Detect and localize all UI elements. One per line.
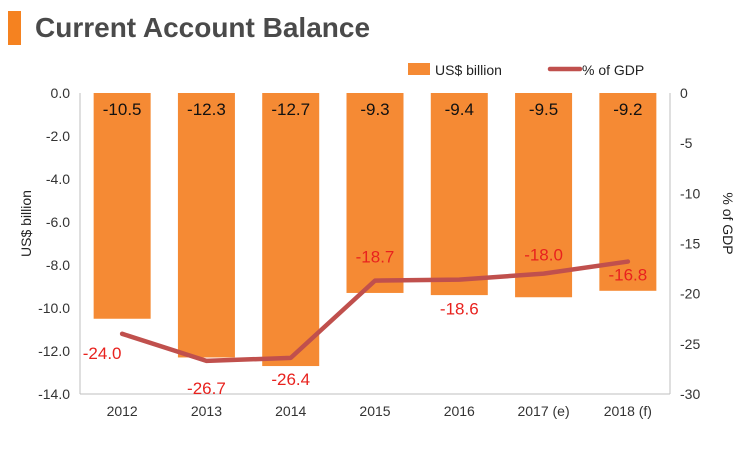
bar (515, 93, 573, 298)
chart-axes: 0.0 -2.0 -4.0 -6.0 -8.0 -10.0 -12.0 -14.0 0 -5 -10… (18, 85, 736, 419)
bar-value-label: -9.5 (529, 100, 558, 119)
bar-value-label: -12.7 (271, 100, 310, 119)
x-tick-label: 2012 (107, 403, 138, 419)
y2-axis-title: % of GDP (720, 192, 736, 254)
y2-tick-label: -5 (680, 135, 693, 151)
line-value-label: -26.7 (187, 379, 226, 398)
line-value-label: -18.7 (356, 248, 395, 267)
bar (599, 93, 657, 291)
bar (346, 93, 404, 293)
bar-value-label: -9.2 (613, 100, 642, 119)
y-tick-label: -6.0 (46, 214, 70, 230)
y-tick-label: -8.0 (46, 257, 70, 273)
chart-title: Current Account Balance (35, 12, 371, 43)
line-series: -24.0 -26.7 -26.4 -18.7 -18.6 -18.0 -16.8 (83, 246, 647, 398)
y2-tick-label: -20 (680, 286, 700, 302)
line-value-label: -26.4 (271, 370, 310, 389)
legend-line-label: % of GDP (582, 62, 644, 78)
line-value-label: -18.6 (440, 300, 479, 319)
bar-value-label: -9.3 (360, 100, 389, 119)
line-path (119, 259, 631, 364)
bar-value-label: -12.3 (187, 100, 226, 119)
line-value-label: -18.0 (524, 246, 563, 265)
line-value-label: -24.0 (83, 344, 122, 363)
legend-bar-label: US$ billion (435, 62, 502, 78)
y-tick-label: -14.0 (38, 386, 70, 402)
x-tick-label: 2016 (444, 403, 475, 419)
bar (262, 93, 320, 367)
y-tick-label: -10.0 (38, 300, 70, 316)
bar-value-label: -9.4 (445, 100, 474, 119)
y2-tick-label: -15 (680, 236, 700, 252)
chart-header: Current Account Balance (8, 10, 370, 46)
y-tick-label: 0.0 (51, 85, 71, 101)
x-tick-label: 2013 (191, 403, 222, 419)
x-tick-label: 2017 (e) (517, 403, 569, 419)
bar (430, 93, 488, 296)
x-tick-label: 2018 (f) (604, 403, 652, 419)
bar-series: -10.5 -12.3 -12.7 -9.3 -9.4 -9.5 -9.2 (93, 93, 657, 367)
y2-tick-label: -10 (680, 185, 700, 201)
bar-value-label: -10.5 (103, 100, 142, 119)
y2-tick-label: 0 (680, 85, 688, 101)
line-value-label: -16.8 (608, 266, 647, 285)
y2-tick-label: -30 (680, 386, 700, 402)
y2-tick-label: -25 (680, 336, 700, 352)
x-tick-label: 2014 (275, 403, 306, 419)
y-tick-label: -12.0 (38, 343, 70, 359)
y-tick-label: -4.0 (46, 171, 70, 187)
x-tick-label: 2015 (359, 403, 390, 419)
bar (93, 93, 151, 319)
y-tick-label: -2.0 (46, 128, 70, 144)
chart-legend: US$ billion % of GDP (408, 62, 644, 78)
bar (177, 93, 235, 358)
y-axis-title: US$ billion (18, 190, 34, 257)
legend-bar-swatch (408, 63, 430, 75)
title-accent-bar (8, 11, 21, 45)
